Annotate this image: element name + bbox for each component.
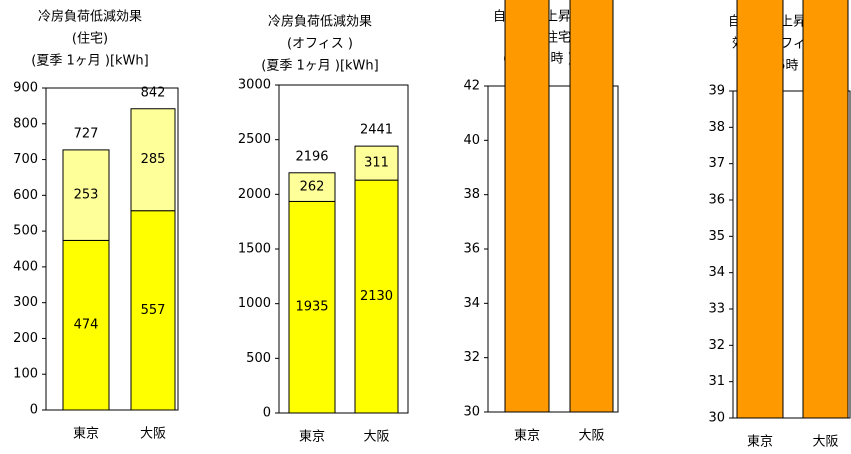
total-label: 2441 xyxy=(360,123,393,138)
y-tick-label: 500 xyxy=(246,351,271,366)
y-tick-label: 30 xyxy=(463,405,480,420)
y-tick-label: 34 xyxy=(463,296,480,311)
y-tick-label: 800 xyxy=(13,116,38,131)
bar-segment xyxy=(288,172,336,202)
segment-label: 474 xyxy=(74,318,99,333)
total-label: 727 xyxy=(74,126,99,141)
y-tick-label: 0 xyxy=(263,406,271,421)
plot-frame xyxy=(45,87,179,411)
y-tick-label: 32 xyxy=(708,338,725,353)
y-tick-label: 1000 xyxy=(238,296,271,311)
x-tick-label: 東京 xyxy=(747,434,773,450)
y-tick-label: 33 xyxy=(708,302,725,317)
y-tick-label: 30 xyxy=(708,411,725,426)
y-tick-label: 37 xyxy=(708,156,725,171)
chart-title: (住宅) xyxy=(72,32,108,47)
y-tick-label: 39 xyxy=(708,84,725,99)
bar-segment xyxy=(569,0,614,413)
y-tick-label: 36 xyxy=(463,242,480,257)
y-tick-label: 40 xyxy=(463,133,480,148)
y-tick-label: 32 xyxy=(463,350,480,365)
y-tick-label: 100 xyxy=(13,367,38,382)
chart-title: 冷房負荷低減効果 xyxy=(268,14,372,30)
bar-segment xyxy=(62,239,110,411)
y-tick-label: 900 xyxy=(13,81,38,96)
y-tick-label: 31 xyxy=(708,374,725,389)
bar-segment xyxy=(62,149,110,241)
y-tick-label: 1500 xyxy=(238,242,271,257)
y-tick-label: 700 xyxy=(13,152,38,167)
y-tick-label: 300 xyxy=(13,295,38,310)
plot-frame xyxy=(732,90,851,419)
total-label: 2196 xyxy=(295,149,328,164)
y-tick-label: 38 xyxy=(463,187,480,202)
segment-label: 311 xyxy=(364,156,389,171)
x-tick-label: 大阪 xyxy=(363,430,389,445)
x-tick-label: 大阪 xyxy=(140,427,166,442)
segment-label: 557 xyxy=(141,303,166,318)
y-tick-label: 400 xyxy=(13,259,38,274)
y-tick-label: 200 xyxy=(13,331,38,346)
y-tick-label: 35 xyxy=(708,229,725,244)
segment-label: 253 xyxy=(74,188,99,203)
total-label: 842 xyxy=(141,85,166,100)
bar-segment xyxy=(504,0,550,413)
bar-segment xyxy=(354,145,399,181)
x-tick-label: 大阪 xyxy=(578,429,604,444)
x-tick-label: 大阪 xyxy=(812,435,838,450)
segment-label: 285 xyxy=(141,152,166,167)
segment-label: 2130 xyxy=(360,289,393,304)
bar-segment xyxy=(802,0,849,419)
y-tick-label: 38 xyxy=(708,120,725,135)
y-tick-label: 36 xyxy=(708,193,725,208)
bar-segment xyxy=(354,179,399,414)
y-tick-label: 2000 xyxy=(238,187,271,202)
y-tick-label: 34 xyxy=(708,265,725,280)
bar-segment xyxy=(736,0,784,419)
bar-segment xyxy=(130,210,176,411)
y-tick-label: 3000 xyxy=(238,78,271,93)
segment-label: 1935 xyxy=(295,300,328,315)
y-tick-label: 2500 xyxy=(238,132,271,147)
y-tick-label: 500 xyxy=(13,224,38,239)
chart-title: (オフィス ) xyxy=(287,37,353,52)
chart-title: 冷房負荷低減効果 xyxy=(38,9,142,25)
y-tick-label: 0 xyxy=(30,403,38,418)
y-tick-label: 42 xyxy=(463,79,480,94)
segment-label: 262 xyxy=(300,180,325,195)
bar-segment xyxy=(130,108,176,212)
x-tick-label: 東京 xyxy=(299,429,325,445)
x-tick-label: 東京 xyxy=(514,428,540,444)
chart-title: (夏季 1ヶ月 )[kWh] xyxy=(31,54,148,69)
y-tick-label: 600 xyxy=(13,188,38,203)
x-tick-label: 東京 xyxy=(73,426,99,442)
chart-title: (夏季 1ヶ月 )[kWh] xyxy=(261,59,378,74)
